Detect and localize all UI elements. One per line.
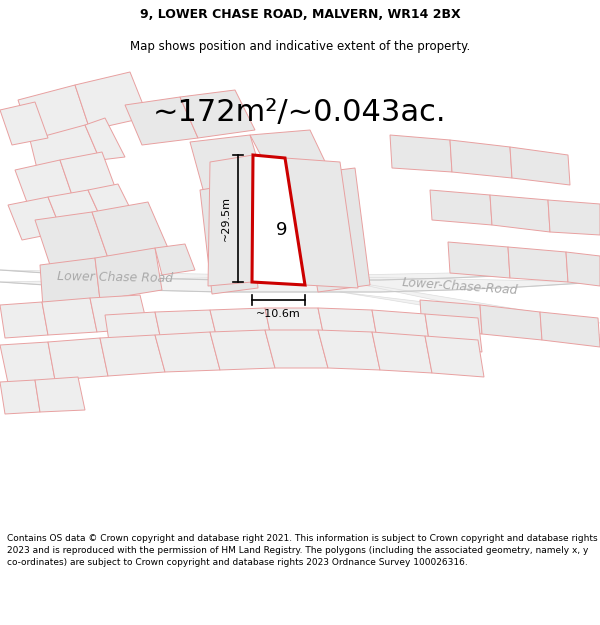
Text: Contains OS data © Crown copyright and database right 2021. This information is : Contains OS data © Crown copyright and d…: [7, 534, 598, 567]
Polygon shape: [448, 242, 510, 278]
Polygon shape: [425, 314, 482, 352]
Polygon shape: [190, 135, 265, 215]
Polygon shape: [18, 85, 90, 145]
Polygon shape: [100, 335, 165, 376]
Polygon shape: [48, 190, 104, 232]
Polygon shape: [0, 270, 600, 292]
Polygon shape: [180, 90, 255, 138]
Polygon shape: [420, 300, 482, 334]
Polygon shape: [425, 336, 484, 377]
Polygon shape: [450, 140, 512, 178]
Polygon shape: [210, 308, 272, 343]
Polygon shape: [155, 310, 218, 345]
Polygon shape: [298, 168, 370, 292]
Text: Lower-Chase-Road: Lower-Chase-Road: [401, 276, 518, 298]
Polygon shape: [92, 202, 168, 258]
Polygon shape: [372, 310, 430, 347]
Polygon shape: [208, 155, 253, 286]
Polygon shape: [90, 295, 148, 332]
Polygon shape: [125, 97, 198, 145]
Polygon shape: [105, 312, 162, 348]
Polygon shape: [508, 247, 568, 282]
Polygon shape: [85, 118, 125, 160]
Polygon shape: [155, 244, 195, 275]
Polygon shape: [40, 258, 100, 308]
Polygon shape: [35, 212, 108, 265]
Polygon shape: [318, 308, 378, 344]
Polygon shape: [548, 200, 600, 235]
Polygon shape: [250, 130, 330, 182]
Polygon shape: [510, 147, 570, 185]
Polygon shape: [15, 160, 72, 205]
Polygon shape: [390, 135, 452, 172]
Polygon shape: [252, 155, 305, 285]
Polygon shape: [210, 330, 275, 370]
Text: Map shows position and indicative extent of the property.: Map shows position and indicative extent…: [130, 40, 470, 53]
Polygon shape: [0, 102, 48, 145]
Polygon shape: [88, 184, 136, 225]
Polygon shape: [30, 125, 100, 193]
Polygon shape: [75, 72, 148, 130]
Text: 9: 9: [276, 221, 288, 239]
Text: ~172m²/~0.043ac.: ~172m²/~0.043ac.: [153, 98, 447, 126]
Polygon shape: [95, 248, 162, 300]
Polygon shape: [285, 158, 358, 288]
Polygon shape: [0, 342, 55, 383]
Text: Lower Chase Road: Lower Chase Road: [57, 271, 173, 286]
Polygon shape: [318, 330, 380, 370]
Text: 9, LOWER CHASE ROAD, MALVERN, WR14 2BX: 9, LOWER CHASE ROAD, MALVERN, WR14 2BX: [140, 8, 460, 21]
Polygon shape: [60, 152, 115, 195]
Polygon shape: [155, 332, 220, 372]
Polygon shape: [566, 252, 600, 286]
Text: ~10.6m: ~10.6m: [256, 309, 301, 319]
Polygon shape: [8, 197, 62, 240]
Polygon shape: [0, 302, 48, 338]
Polygon shape: [372, 332, 432, 373]
Polygon shape: [430, 190, 492, 225]
Polygon shape: [480, 305, 542, 340]
Polygon shape: [200, 182, 258, 294]
Polygon shape: [490, 195, 550, 232]
Polygon shape: [265, 308, 325, 342]
Polygon shape: [340, 280, 600, 335]
Polygon shape: [42, 298, 97, 335]
Polygon shape: [265, 330, 328, 368]
Polygon shape: [48, 338, 108, 380]
Polygon shape: [0, 380, 40, 414]
Polygon shape: [540, 312, 600, 347]
Polygon shape: [35, 377, 85, 412]
Text: ~29.5m: ~29.5m: [221, 196, 231, 241]
